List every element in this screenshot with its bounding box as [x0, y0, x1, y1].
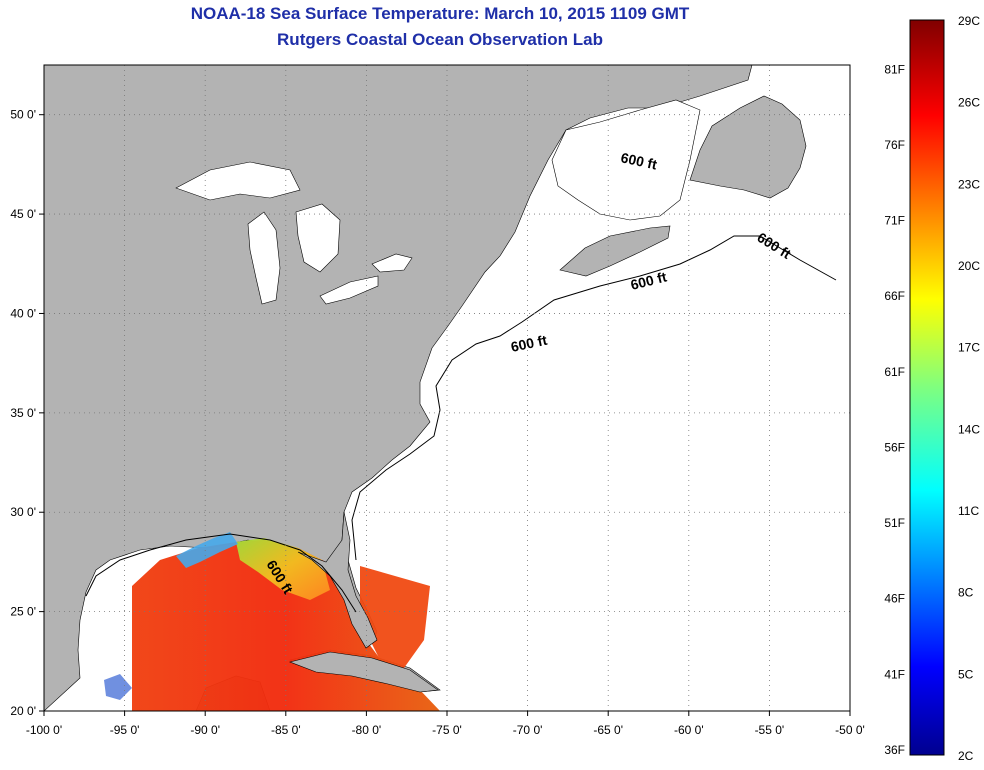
lake-ontario [371, 253, 413, 273]
colorbar-celsius-label: 29C [958, 14, 980, 28]
latitude-tick-label: 45 0' [10, 207, 36, 221]
longitude-tick-label: -100 0' [26, 723, 62, 737]
lake-erie [319, 275, 379, 305]
land-nova-scotia [559, 225, 671, 277]
map-subtitle: Rutgers Coastal Ocean Observation Lab [277, 30, 603, 49]
colorbar-fahrenheit-label: 56F [884, 440, 905, 454]
land-cuba-overlay [289, 651, 439, 693]
longitude-tick-label: -80 0' [352, 723, 382, 737]
colorbar-fahrenheit-label: 66F [884, 289, 905, 303]
colorbar-fahrenheit-label: 51F [884, 516, 905, 530]
latitude-tick-label: 30 0' [10, 505, 36, 519]
map-title: NOAA-18 Sea Surface Temperature: March 1… [190, 4, 690, 23]
land-florida [297, 511, 378, 649]
longitude-tick-label: -60 0' [674, 723, 704, 737]
land-newfoundland [689, 95, 807, 199]
longitude-tick-label: -90 0' [190, 723, 220, 737]
longitude-tick-label: -65 0' [593, 723, 623, 737]
gulf-of-st-lawrence [551, 99, 701, 221]
colorbar-celsius-label: 11C [958, 504, 979, 518]
latitude-tick-label: 40 0' [10, 306, 36, 320]
latitude-tick-label: 20 0' [10, 704, 36, 718]
longitude-tick-label: -95 0' [110, 723, 140, 737]
temperature-colorbar [909, 19, 945, 756]
longitude-tick-label: -70 0' [513, 723, 543, 737]
colorbar-fahrenheit-label: 41F [884, 667, 905, 681]
colorbar-fahrenheit-label: 36F [884, 743, 905, 757]
isobath-600ft [85, 235, 837, 613]
colorbar-celsius-label: 26C [958, 96, 980, 110]
colorbar-celsius-label: 8C [958, 586, 974, 600]
lake-superior [175, 161, 301, 201]
colorbar-labels: 29C 26C 23C 20C 17C 14C 11C 8C 5C 2C 81F 76F 71F 66F 6… [884, 14, 980, 763]
colorbar-fahrenheit-label: 71F [884, 214, 905, 228]
longitude-tick-label: -85 0' [271, 723, 301, 737]
contour-label: 600 ft [509, 332, 548, 355]
latitude-tick-label: 50 0' [10, 108, 36, 122]
colorbar-fahrenheit-label: 46F [884, 592, 905, 606]
sst-data-florida-strait [360, 566, 430, 668]
lake-michigan [247, 211, 281, 305]
sst-data-florida-shelf [236, 538, 330, 600]
latitude-tick-label: 25 0' [10, 605, 36, 619]
latitude-tick-label: 35 0' [10, 406, 36, 420]
lake-huron [295, 203, 341, 273]
colorbar-celsius-label: 20C [958, 259, 980, 273]
longitude-tick-label: -55 0' [755, 723, 785, 737]
axis-labels: -100 0' -95 0' -90 0' -85 0' -80 0' -75 0' -70… [10, 108, 864, 737]
colorbar-celsius-label: 14C [958, 422, 980, 436]
longitude-tick-label: -50 0' [835, 723, 865, 737]
longitude-tick-label: -75 0' [432, 723, 462, 737]
colorbar-fahrenheit-label: 76F [884, 138, 905, 152]
colorbar-celsius-label: 17C [958, 341, 980, 355]
sst-data-cool-patch [176, 532, 238, 568]
colorbar-fahrenheit-label: 81F [884, 62, 905, 76]
colorbar-fahrenheit-label: 61F [884, 365, 905, 379]
contour-label: 600 ft [619, 149, 658, 172]
colorbar-celsius-label: 2C [958, 749, 974, 763]
colorbar-celsius-label: 23C [958, 177, 980, 191]
colorbar-celsius-label: 5C [958, 667, 974, 681]
